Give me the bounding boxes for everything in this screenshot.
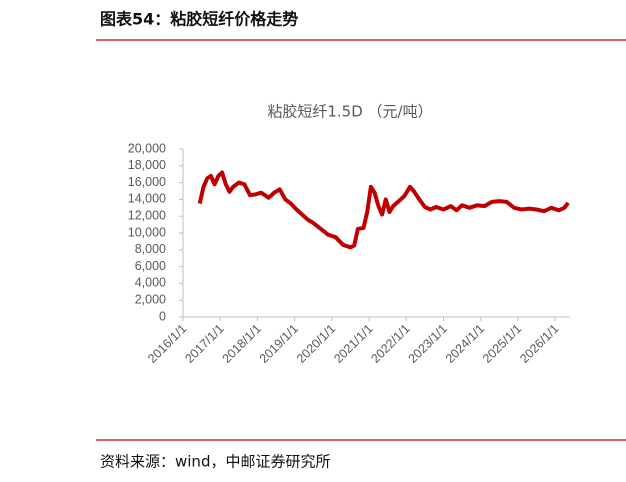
x-tick-label: 2022/1/1 bbox=[368, 322, 412, 366]
y-tick-label: 10,000 bbox=[128, 225, 166, 239]
y-tick-label: 18,000 bbox=[128, 158, 166, 172]
price-line bbox=[197, 170, 570, 250]
x-tick-label: 2023/1/1 bbox=[406, 322, 450, 366]
chart-title: 粘胶短纤1.5D （元/吨） bbox=[267, 103, 432, 121]
x-tick-label: 2026/1/1 bbox=[517, 322, 561, 366]
x-tick-label: 2024/1/1 bbox=[443, 322, 487, 366]
x-tick-label: 2021/1/1 bbox=[331, 322, 375, 366]
figure-title: 图表54：粘胶短纤价格走势 bbox=[100, 10, 298, 29]
y-tick-label: 8,000 bbox=[135, 242, 166, 256]
x-tick-label: 2016/1/1 bbox=[145, 322, 189, 366]
y-tick-label: 2,000 bbox=[135, 292, 166, 306]
y-tick-label: 20,000 bbox=[128, 141, 166, 155]
y-tick-label: 16,000 bbox=[128, 175, 166, 189]
y-tick-label: 4,000 bbox=[135, 276, 166, 290]
x-tick-label: 2019/1/1 bbox=[257, 322, 301, 366]
y-tick-label: 12,000 bbox=[128, 208, 166, 222]
y-tick-label: 0 bbox=[159, 309, 166, 323]
x-tick-label: 2018/1/1 bbox=[220, 322, 264, 366]
x-tick-label: 2017/1/1 bbox=[182, 322, 226, 366]
y-tick-label: 14,000 bbox=[128, 192, 166, 206]
x-tick-label: 2020/1/1 bbox=[294, 322, 338, 366]
y-tick-label: 6,000 bbox=[135, 259, 166, 273]
x-tick-label: 2025/1/1 bbox=[480, 322, 524, 366]
source-note: 资料来源：wind，中邮证券研究所 bbox=[100, 453, 330, 471]
